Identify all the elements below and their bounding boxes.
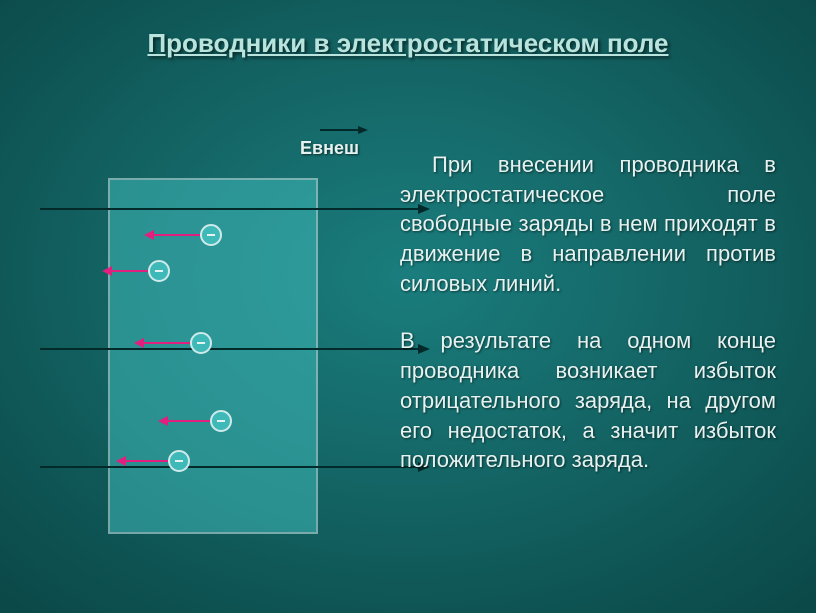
minus-sign-icon [207,234,215,236]
electron-icon [148,260,170,282]
electron-icon [190,332,212,354]
electron-arrowhead-icon [158,416,168,426]
electron-arrowhead-icon [116,456,126,466]
field-line [40,466,420,468]
electron-icon [200,224,222,246]
minus-sign-icon [217,420,225,422]
electron-arrowhead-icon [134,338,144,348]
paragraph-1-text: При внесении проводника в электростатиче… [400,152,776,296]
electron-velocity-arrow [152,234,200,236]
electron-velocity-arrow [124,460,168,462]
field-line [40,208,420,210]
electron-velocity-arrow [142,342,190,344]
paragraph-1: При внесении проводника в электростатиче… [400,150,776,298]
field-line [40,348,420,350]
slide-root: Проводники в электростатическом поле Евн… [0,0,816,613]
minus-sign-icon [155,270,163,272]
electron-arrowhead-icon [102,266,112,276]
electron-velocity-arrow [166,420,210,422]
minus-sign-icon [175,460,183,462]
electron-icon [210,410,232,432]
electron-arrowhead-icon [144,230,154,240]
electron-icon [168,450,190,472]
electron-velocity-arrow [110,270,148,272]
diagram [40,150,380,550]
slide-title: Проводники в электростатическом поле [0,28,816,59]
paragraph-2: В результате на одном конце проводника в… [400,326,776,474]
paragraph-2-text: В результате на одном конце проводника в… [400,328,776,472]
text-column: При внесении проводника в электростатиче… [400,150,776,503]
minus-sign-icon [197,342,205,344]
